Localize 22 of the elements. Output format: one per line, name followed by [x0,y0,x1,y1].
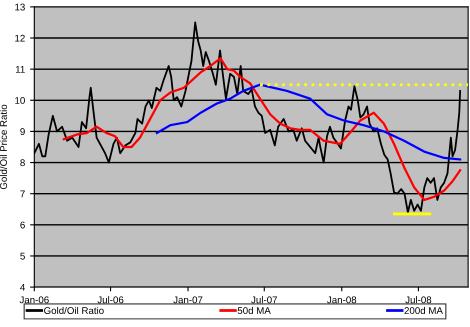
y-tick-label: 5 [20,252,25,260]
line-series [156,84,462,161]
y-tick-label: 12 [15,34,25,42]
y-tick-label: 6 [20,222,25,228]
x-tick-label: Jul-06 [97,296,124,304]
y-tick-label: 7 [20,190,25,198]
y-tick-label: 10 [15,97,25,104]
x-tick-label: Jan-07 [173,296,202,304]
x-tick-label: Jan-08 [327,296,356,304]
legend-label: Gold/Oil Ratio [44,306,104,314]
x-tick-label: Jul-07 [251,296,278,304]
y-tick-label: 13 [15,4,25,10]
y-tick-label: 11 [16,66,25,73]
y-tick-label: 8 [20,159,25,166]
y-tick-label: 9 [20,128,25,136]
x-tick-label: Jul-08 [405,296,432,304]
legend-label: 200d MA [404,306,443,314]
y-axis-title: Gold/Oil Price Ratio [0,104,7,190]
line-series [62,57,462,202]
legend-label: 50d MA [238,306,271,314]
x-tick-label: Jan-06 [20,296,49,304]
y-tick-label: 4 [20,284,25,291]
